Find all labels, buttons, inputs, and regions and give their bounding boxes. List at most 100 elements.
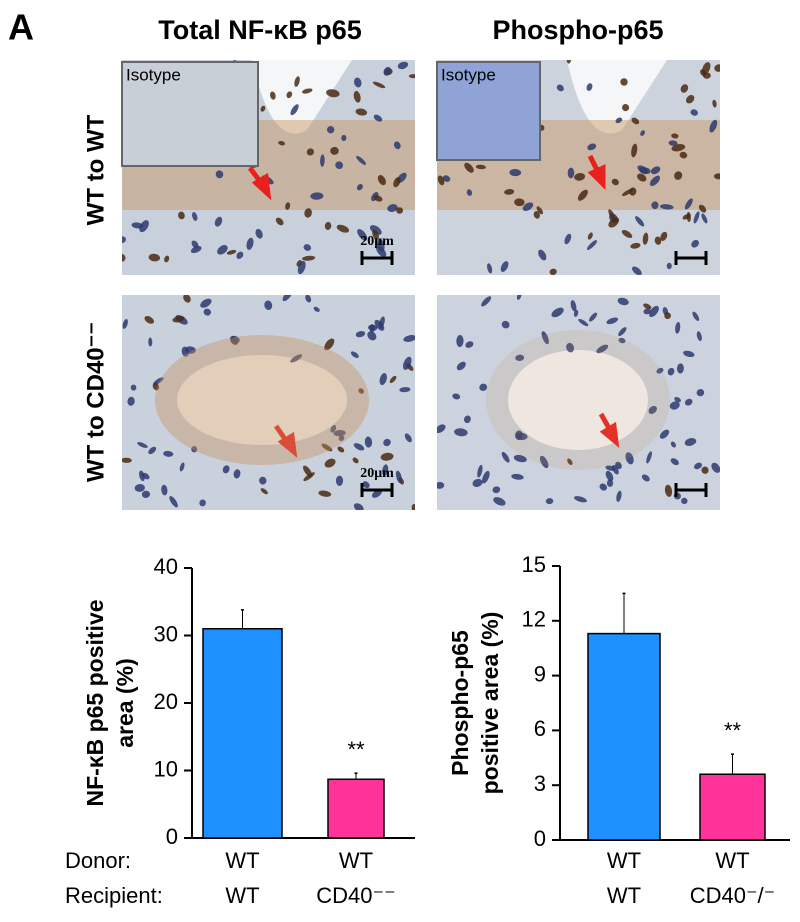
nucleus (649, 305, 659, 318)
nucleus (464, 162, 474, 173)
nucleus (608, 209, 616, 222)
nucleus (617, 297, 629, 306)
row-label: WT to WT (82, 114, 109, 225)
nucleus (487, 263, 493, 274)
nucleus (215, 170, 224, 179)
nucleus (233, 469, 241, 479)
nucleus (404, 433, 412, 443)
nucleus (306, 148, 314, 156)
nucleus (669, 401, 680, 410)
scale-bars (360, 251, 708, 497)
nucleus (630, 242, 641, 249)
nucleus (500, 261, 509, 272)
nucleus (367, 331, 377, 341)
nucleus (475, 164, 487, 170)
nucleus (326, 89, 340, 98)
nucleus (616, 490, 622, 502)
nucleus (379, 373, 387, 386)
nucleus (693, 211, 700, 224)
nucleus (163, 450, 174, 457)
nucleus (389, 375, 397, 384)
nucleus (692, 311, 700, 321)
nucleus (353, 443, 365, 451)
nucleus (477, 464, 483, 478)
scale-label: 20μm (360, 234, 394, 249)
nucleus (191, 446, 198, 453)
nucleus (656, 367, 664, 374)
nucleus (399, 387, 411, 393)
y-tick-label: 40 (154, 554, 178, 579)
nucleus (335, 475, 344, 486)
nucleus (137, 442, 148, 448)
nucleus (305, 295, 312, 303)
nucleus (566, 342, 575, 353)
nucleus (199, 499, 206, 507)
significance: ** (347, 737, 365, 762)
nucleus (577, 189, 588, 201)
nucleus (350, 351, 359, 358)
nucleus (667, 367, 675, 376)
nucleus (587, 240, 598, 250)
nucleus (330, 425, 337, 433)
nucleus (640, 130, 645, 136)
nucleus (372, 229, 379, 240)
column-title: Total NF-κB p65 (158, 15, 362, 45)
nucleus (260, 488, 268, 495)
nucleus (358, 388, 364, 394)
nucleus (631, 143, 638, 158)
nucleus (701, 213, 708, 224)
nucleus (677, 363, 684, 374)
nucleus (382, 464, 389, 477)
nucleus (333, 430, 346, 437)
nucleus (229, 335, 240, 343)
nucleus (696, 331, 702, 342)
column-title: Phospho-p65 (492, 15, 663, 45)
nucleus (127, 396, 135, 406)
nucleus (456, 361, 466, 371)
stain (155, 335, 369, 465)
nucleus (442, 175, 451, 182)
nucleus (290, 354, 303, 363)
y-tick-label: 3 (534, 771, 546, 796)
nucleus (664, 312, 671, 320)
nucleus (538, 249, 547, 261)
nucleus (536, 206, 544, 215)
nucleus (148, 446, 157, 455)
nucleus (324, 458, 336, 468)
nucleus (282, 295, 293, 302)
nucleus (437, 481, 445, 489)
nucleus (680, 84, 689, 93)
nucleus (377, 175, 386, 186)
nucleus (335, 161, 344, 170)
bar (699, 773, 766, 841)
nucleus (608, 217, 620, 228)
nucleus (192, 211, 198, 221)
row-label: WT to CD40⁻⁻ (82, 322, 109, 482)
nucleus (152, 382, 160, 391)
nucleus (183, 295, 191, 303)
nucleus (383, 438, 391, 447)
nucleus (611, 178, 619, 186)
nucleus (691, 239, 699, 248)
nucleus (637, 165, 648, 174)
nucleus (567, 458, 573, 466)
nucleus (675, 322, 681, 334)
nucleus (635, 216, 645, 227)
nucleus (643, 303, 652, 310)
nucleus (320, 154, 325, 167)
nucleus (694, 462, 703, 470)
y-axis-label: positive area (%) (477, 612, 503, 795)
stain (486, 330, 670, 470)
y-tick-label: 15 (522, 552, 546, 577)
nucleus (304, 208, 312, 218)
nucleus (122, 254, 126, 262)
nucleus (515, 432, 528, 441)
nucleus (313, 306, 320, 312)
nucleus (122, 236, 126, 243)
nucleus (355, 331, 366, 338)
nucleus (641, 474, 650, 482)
nucleus (352, 457, 359, 464)
nucleus (285, 202, 291, 210)
inset (436, 61, 541, 161)
nucleus (181, 346, 190, 357)
